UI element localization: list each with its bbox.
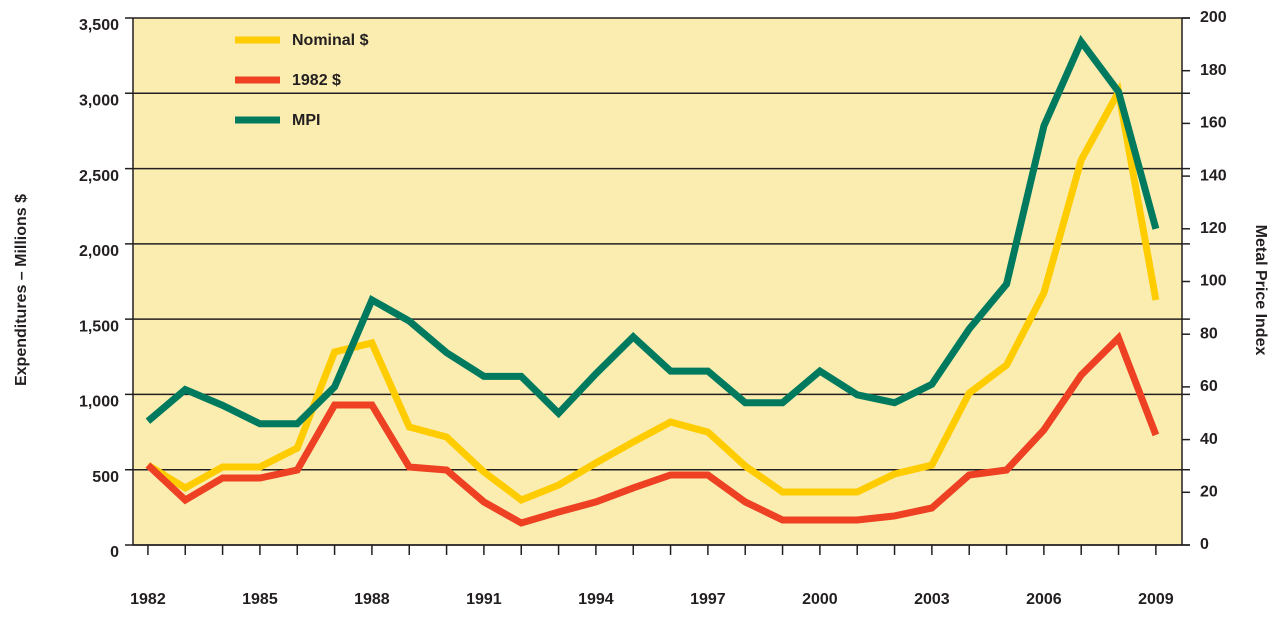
y2-tick-label: 0 [1200, 536, 1209, 553]
x-tick-label: 1997 [690, 591, 726, 608]
x-tick-label: 1988 [354, 591, 390, 608]
x-tick-label: 2006 [1026, 591, 1062, 608]
series-line [145, 34, 1160, 428]
y-tick-label: 0 [110, 544, 119, 561]
y-tick-label: 2,500 [79, 168, 119, 185]
legend-label: Nominal $ [292, 32, 369, 49]
y2-tick-label: 20 [1200, 484, 1218, 501]
x-tick-label: 2003 [914, 591, 950, 608]
plot-background [133, 18, 1182, 545]
x-tick-label: 2000 [802, 591, 838, 608]
y2-tick-label: 40 [1200, 431, 1218, 448]
x-tick-label: 1994 [578, 591, 614, 608]
y-tick-label: 3,000 [79, 93, 119, 110]
y-tick-label: 2,000 [79, 243, 119, 260]
y2-tick-label: 140 [1200, 167, 1227, 184]
y-tick-label: 500 [92, 469, 119, 486]
series-line [145, 331, 1160, 527]
y2-tick-label: 120 [1200, 220, 1227, 237]
y2-tick-label: 100 [1200, 273, 1227, 290]
x-tick-label: 1991 [466, 591, 502, 608]
y2-tick-label: 80 [1200, 325, 1218, 342]
y2-tick-label: 200 [1200, 9, 1227, 26]
y-axis-label: Expenditures – Millions $ [13, 194, 30, 386]
y-tick-label: 3,500 [79, 17, 119, 34]
y2-tick-label: 180 [1200, 62, 1227, 79]
series-line [146, 81, 1160, 504]
y-tick-label: 1,500 [79, 318, 119, 335]
legend-label: 1982 $ [292, 72, 341, 89]
y2-tick-label: 160 [1200, 115, 1227, 132]
y-tick-label: 1,000 [79, 394, 119, 411]
x-tick-label: 1985 [242, 591, 278, 608]
y2-tick-label: 60 [1200, 378, 1218, 395]
legend-label: MPI [292, 112, 320, 129]
x-tick-label: 1982 [130, 591, 166, 608]
y2-axis-label: Metal Price Index [1252, 225, 1269, 356]
x-tick-label: 2009 [1138, 591, 1174, 608]
